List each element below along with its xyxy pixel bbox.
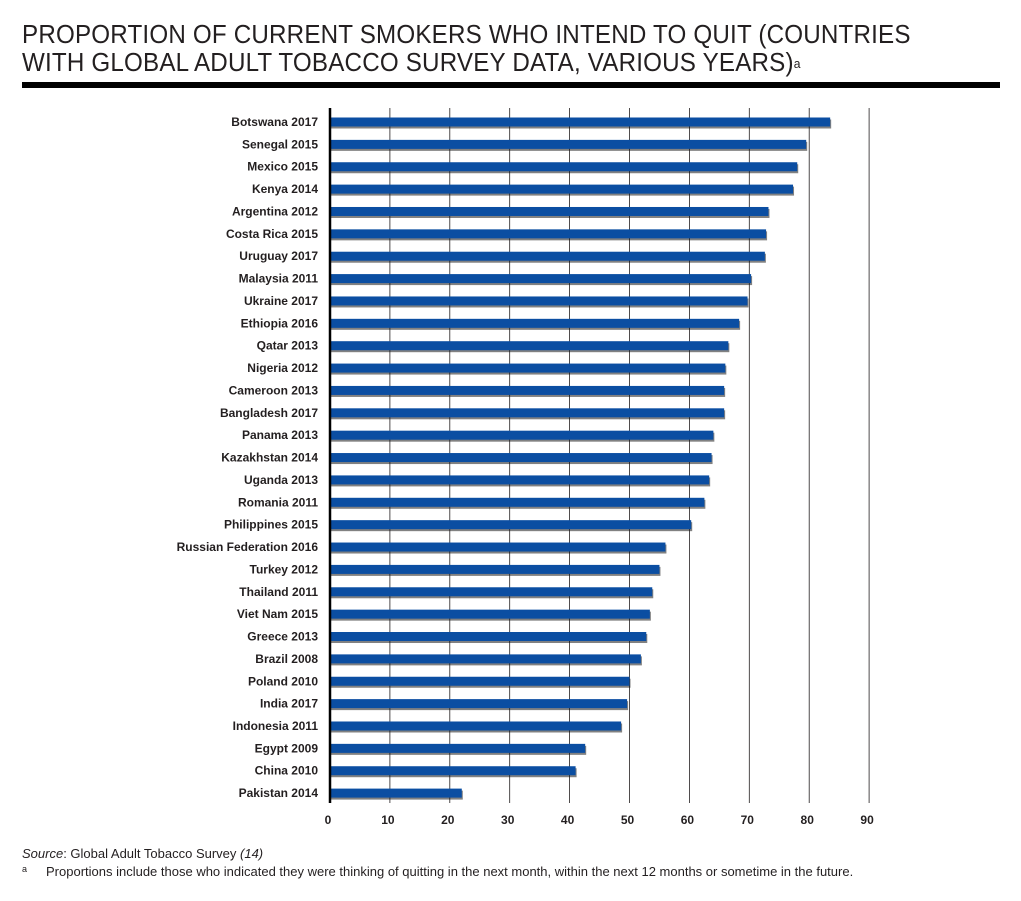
x-tick-label-70: 70 xyxy=(741,813,755,827)
chart-title: PROPORTION OF CURRENT SMOKERS WHO INTEND… xyxy=(22,20,933,76)
bar-malaysia-2011 xyxy=(330,274,752,284)
x-tick-label-20: 20 xyxy=(441,813,455,827)
bar-bangladesh-2017 xyxy=(330,408,725,418)
bar-ethiopia-2016 xyxy=(330,318,740,328)
chart-title-text: PROPORTION OF CURRENT SMOKERS WHO INTEND… xyxy=(22,19,911,77)
x-tick-label-0: 0 xyxy=(325,813,332,827)
footnote-text: Proportions include those who indicated … xyxy=(46,864,854,879)
source-text: : Global Adult Tobacco Survey xyxy=(63,846,241,861)
category-label-indonesia-2011: Indonesia 2011 xyxy=(233,719,319,733)
category-label-thailand-2011: Thailand 2011 xyxy=(239,585,318,599)
footnote-marker: a xyxy=(22,864,28,874)
bar-nigeria-2012 xyxy=(330,363,726,373)
category-label-uganda-2013: Uganda 2013 xyxy=(244,473,318,487)
category-label-russian-federation-2016: Russian Federation 2016 xyxy=(177,540,319,554)
bar-brazil-2008 xyxy=(330,654,641,664)
x-tick-label-30: 30 xyxy=(501,813,515,827)
category-label-cameroon-2013: Cameroon 2013 xyxy=(229,383,319,397)
bar-romania-2011 xyxy=(330,497,705,507)
bar-panama-2013 xyxy=(330,430,714,440)
category-label-ukraine-2017: Ukraine 2017 xyxy=(244,294,318,308)
bar-chart: Botswana 2017 Senegal 2015 Mexico 2015 Keny… xyxy=(177,108,874,827)
category-label-costa-rica-2015: Costa Rica 2015 xyxy=(226,227,318,241)
title-footnote-marker: a xyxy=(793,56,801,71)
x-tick-label-40: 40 xyxy=(561,813,575,827)
category-label-philippines-2015: Philippines 2015 xyxy=(224,518,318,532)
x-tick-label-90: 90 xyxy=(860,813,874,827)
x-axis-tick-labels: 0 10 20 30 40 50 60 70 80 90 xyxy=(325,813,874,827)
category-label-senegal-2015: Senegal 2015 xyxy=(242,137,318,151)
bar-pakistan-2014 xyxy=(330,788,462,798)
bar-uganda-2013 xyxy=(330,475,710,485)
bar-india-2017 xyxy=(330,699,628,709)
x-tick-label-10: 10 xyxy=(381,813,395,827)
category-label-mexico-2015: Mexico 2015 xyxy=(247,160,318,174)
category-label-qatar-2013: Qatar 2013 xyxy=(257,339,319,353)
category-label-kazakhstan-2014: Kazakhstan 2014 xyxy=(221,451,318,465)
category-label-uruguay-2017: Uruguay 2017 xyxy=(239,249,318,263)
bar-cameroon-2013 xyxy=(330,385,725,395)
source-lead: Source xyxy=(22,846,64,861)
category-label-botswana-2017: Botswana 2017 xyxy=(231,115,318,129)
category-label-brazil-2008: Brazil 2008 xyxy=(255,652,318,666)
bar-qatar-2013 xyxy=(330,341,729,351)
bar-thailand-2011 xyxy=(330,587,653,597)
category-label-india-2017: India 2017 xyxy=(260,697,318,711)
bar-poland-2010 xyxy=(330,676,630,686)
bar-turkey-2012 xyxy=(330,564,660,574)
category-label-nigeria-2012: Nigeria 2012 xyxy=(247,361,318,375)
bar-senegal-2015 xyxy=(330,139,807,149)
bar-viet-nam-2015 xyxy=(330,609,650,619)
bar-egypt-2009 xyxy=(330,743,586,753)
x-tick-label-80: 80 xyxy=(801,813,815,827)
bar-china-2010 xyxy=(330,766,576,776)
bar-indonesia-2011 xyxy=(330,721,622,731)
category-label-ethiopia-2016: Ethiopia 2016 xyxy=(241,316,319,330)
category-label-argentina-2012: Argentina 2012 xyxy=(232,204,318,218)
bar-costa-rica-2015 xyxy=(330,229,767,239)
category-label-viet-nam-2015: Viet Nam 2015 xyxy=(237,607,318,621)
category-label-egypt-2009: Egypt 2009 xyxy=(255,741,319,755)
bar-mexico-2015 xyxy=(330,162,798,172)
title-rule xyxy=(22,82,1000,88)
category-labels: Botswana 2017 Senegal 2015 Mexico 2015 Keny… xyxy=(177,115,319,800)
category-label-panama-2013: Panama 2013 xyxy=(242,428,318,442)
bars xyxy=(330,117,832,800)
category-label-turkey-2012: Turkey 2012 xyxy=(250,562,319,576)
category-label-bangladesh-2017: Bangladesh 2017 xyxy=(220,406,318,420)
bar-kazakhstan-2014 xyxy=(330,453,712,463)
category-label-kenya-2014: Kenya 2014 xyxy=(252,182,318,196)
category-label-pakistan-2014: Pakistan 2014 xyxy=(239,786,319,800)
category-label-greece-2013: Greece 2013 xyxy=(247,630,318,644)
bar-kenya-2014 xyxy=(330,184,794,194)
category-label-china-2010: China 2010 xyxy=(255,764,319,778)
x-tick-label-50: 50 xyxy=(621,813,635,827)
category-label-poland-2010: Poland 2010 xyxy=(248,674,318,688)
category-label-romania-2011: Romania 2011 xyxy=(238,495,318,509)
source-note: Source: Global Adult Tobacco Survey (14) xyxy=(22,846,263,861)
category-label-malaysia-2011: Malaysia 2011 xyxy=(239,272,319,286)
source-reference: (14) xyxy=(240,846,264,861)
footnote: a Proportions include those who indicated… xyxy=(22,864,853,879)
bar-russian-federation-2016 xyxy=(330,542,666,552)
bar-botswana-2017 xyxy=(330,117,831,127)
bar-argentina-2012 xyxy=(330,206,769,216)
bar-philippines-2015 xyxy=(330,520,692,530)
bar-uruguay-2017 xyxy=(330,251,765,261)
bar-ukraine-2017 xyxy=(330,296,748,306)
x-tick-label-60: 60 xyxy=(681,813,695,827)
bar-greece-2013 xyxy=(330,632,647,642)
